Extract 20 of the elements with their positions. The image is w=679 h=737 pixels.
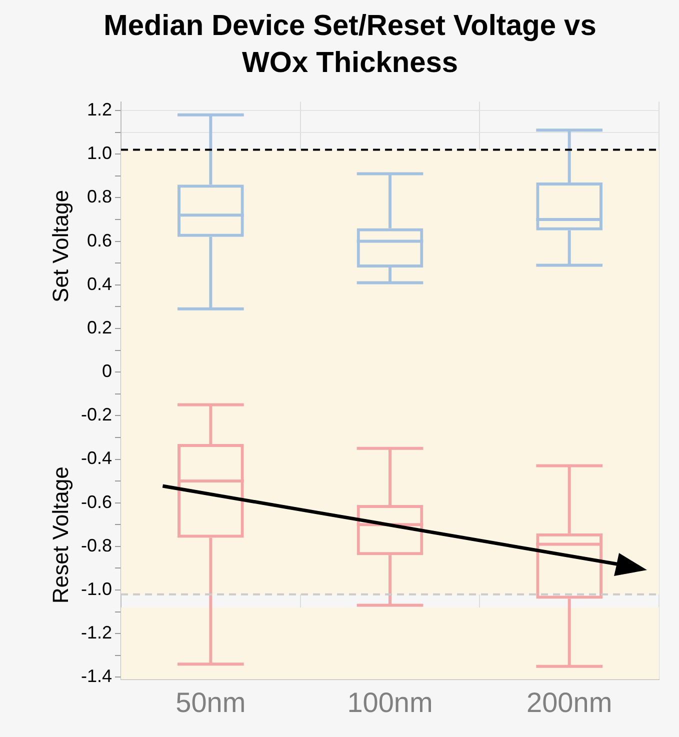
y-tick-label: 0.4 xyxy=(86,274,112,294)
y-tick-label: -0.2 xyxy=(80,404,112,425)
text: Reset Voltage xyxy=(48,466,74,604)
text: Set Voltage xyxy=(48,190,74,302)
y-tick-label: 0.8 xyxy=(86,186,112,207)
y-tick-label: 0 xyxy=(102,361,112,382)
y-tick-label: -1.4 xyxy=(80,666,112,686)
y-tick-label: -1.0 xyxy=(80,579,112,600)
y-tick-label: -0.4 xyxy=(80,448,112,468)
y-tick-label: 1.0 xyxy=(86,143,112,164)
chart-title: Median Device Set/Reset Voltage vs WOx Thickness xyxy=(102,9,598,81)
x-tick-label: 100nm xyxy=(347,686,433,718)
y-tick-label: 1.2 xyxy=(86,99,112,120)
y-tick-label: 0.6 xyxy=(86,230,112,250)
x-tick-label: 200nm xyxy=(526,686,612,718)
y-tick-label: -1.2 xyxy=(80,622,112,643)
y-tick-label: -0.6 xyxy=(80,492,112,512)
x-tick-label: 50nm xyxy=(176,686,246,718)
y-tick-label: 0.2 xyxy=(86,317,112,338)
y-tick-label: -0.8 xyxy=(80,535,112,556)
